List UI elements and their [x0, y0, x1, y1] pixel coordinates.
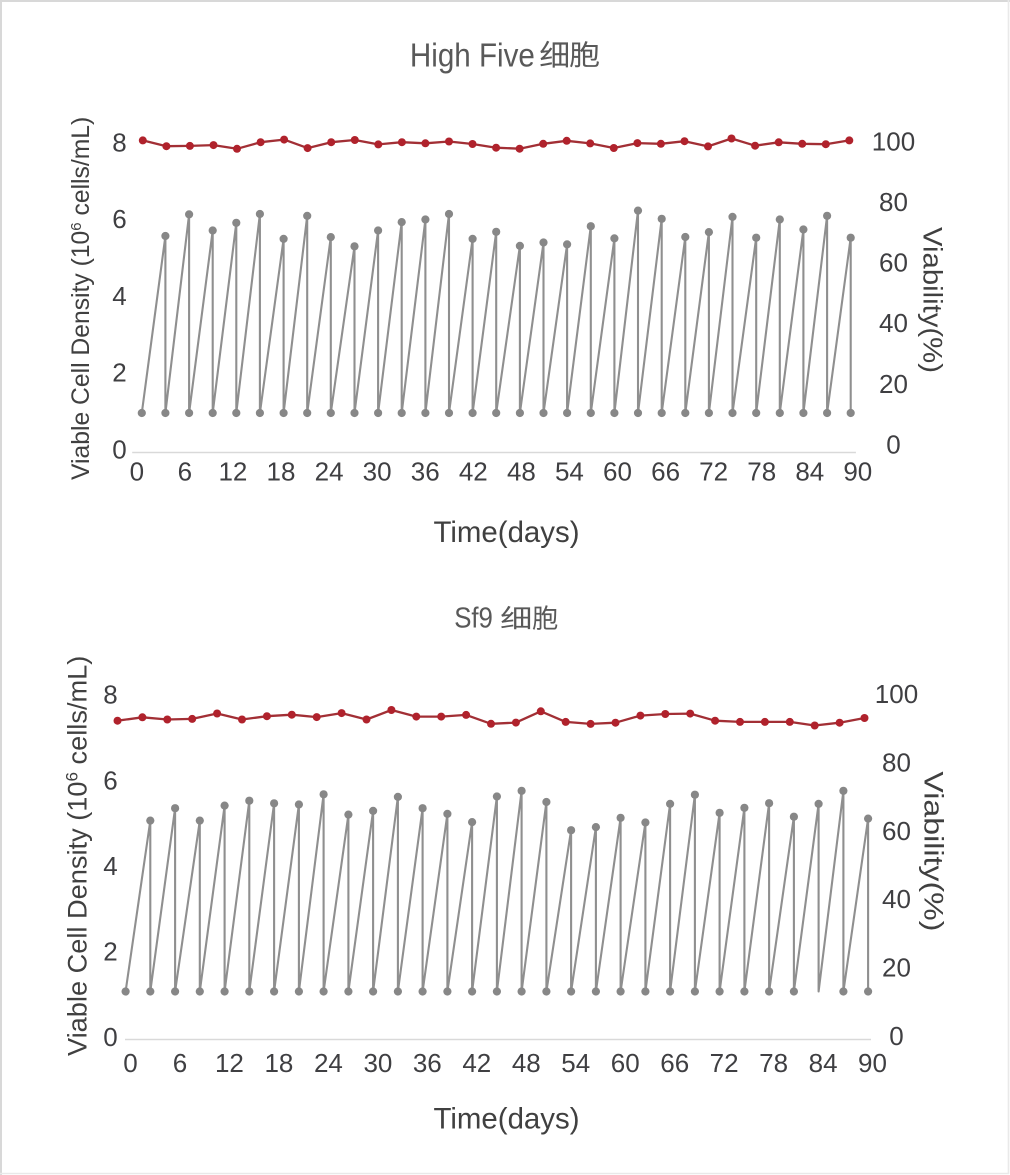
- svg-text:4: 4: [103, 851, 117, 881]
- svg-text:Time(days): Time(days): [434, 1102, 580, 1135]
- svg-text:12: 12: [215, 1048, 244, 1078]
- svg-text:24: 24: [314, 1048, 343, 1078]
- svg-text:42: 42: [462, 1048, 491, 1078]
- svg-text:6: 6: [178, 457, 192, 487]
- svg-text:0: 0: [103, 1022, 117, 1052]
- svg-text:0: 0: [130, 457, 144, 487]
- svg-text:6: 6: [103, 765, 117, 795]
- svg-text:80: 80: [879, 187, 908, 217]
- svg-text:Viable Cell Density (106 cells: Viable Cell Density (106 cells/mL): [62, 656, 93, 1056]
- svg-text:90: 90: [843, 457, 872, 487]
- svg-text:Time(days): Time(days): [434, 516, 580, 549]
- svg-text:Viability(%): Viability(%): [918, 227, 948, 373]
- svg-text:2: 2: [112, 358, 126, 388]
- svg-text:0: 0: [889, 1021, 903, 1051]
- svg-text:84: 84: [795, 457, 824, 487]
- svg-text:54: 54: [561, 1048, 590, 1078]
- svg-text:42: 42: [459, 457, 488, 487]
- svg-text:0: 0: [112, 435, 126, 465]
- svg-text:36: 36: [413, 1048, 442, 1078]
- svg-text:72: 72: [699, 457, 728, 487]
- svg-text:8: 8: [103, 680, 117, 710]
- svg-text:54: 54: [555, 457, 584, 487]
- svg-text:Viable Cell Density (106 cells: Viable Cell Density (106 cells/mL): [68, 117, 95, 480]
- svg-text:30: 30: [363, 457, 392, 487]
- svg-text:6: 6: [173, 1048, 187, 1078]
- svg-text:60: 60: [611, 1048, 640, 1078]
- svg-text:80: 80: [882, 748, 911, 778]
- svg-text:84: 84: [809, 1048, 838, 1078]
- svg-text:66: 66: [651, 457, 680, 487]
- svg-text:2: 2: [103, 936, 117, 966]
- svg-text:36: 36: [411, 457, 440, 487]
- svg-text:18: 18: [264, 1048, 293, 1078]
- svg-text:48: 48: [507, 457, 536, 487]
- svg-text:72: 72: [710, 1048, 739, 1078]
- svg-text:0: 0: [123, 1048, 137, 1078]
- svg-text:78: 78: [759, 1048, 788, 1078]
- svg-text:78: 78: [747, 457, 776, 487]
- svg-text:Sf9: Sf9: [454, 603, 493, 635]
- svg-text:60: 60: [603, 457, 632, 487]
- svg-text:48: 48: [512, 1048, 541, 1078]
- svg-text:6: 6: [112, 204, 126, 234]
- svg-text:12: 12: [218, 457, 247, 487]
- svg-text:100: 100: [872, 126, 915, 156]
- svg-text:8: 8: [112, 127, 126, 157]
- svg-text:4: 4: [112, 281, 126, 311]
- svg-text:66: 66: [660, 1048, 689, 1078]
- svg-text:30: 30: [363, 1048, 392, 1078]
- svg-text:18: 18: [267, 457, 296, 487]
- svg-text:40: 40: [879, 308, 908, 338]
- svg-text:60: 60: [882, 816, 911, 846]
- svg-text:Viability(%): Viability(%): [919, 771, 949, 931]
- svg-text:100: 100: [875, 679, 918, 709]
- svg-text:90: 90: [858, 1048, 887, 1078]
- svg-text:20: 20: [882, 953, 911, 983]
- svg-text:24: 24: [315, 457, 344, 487]
- svg-text:High Five: High Five: [410, 37, 535, 74]
- svg-text:20: 20: [879, 369, 908, 399]
- svg-text:0: 0: [886, 429, 900, 459]
- svg-text:40: 40: [882, 884, 911, 914]
- svg-text:60: 60: [879, 248, 908, 278]
